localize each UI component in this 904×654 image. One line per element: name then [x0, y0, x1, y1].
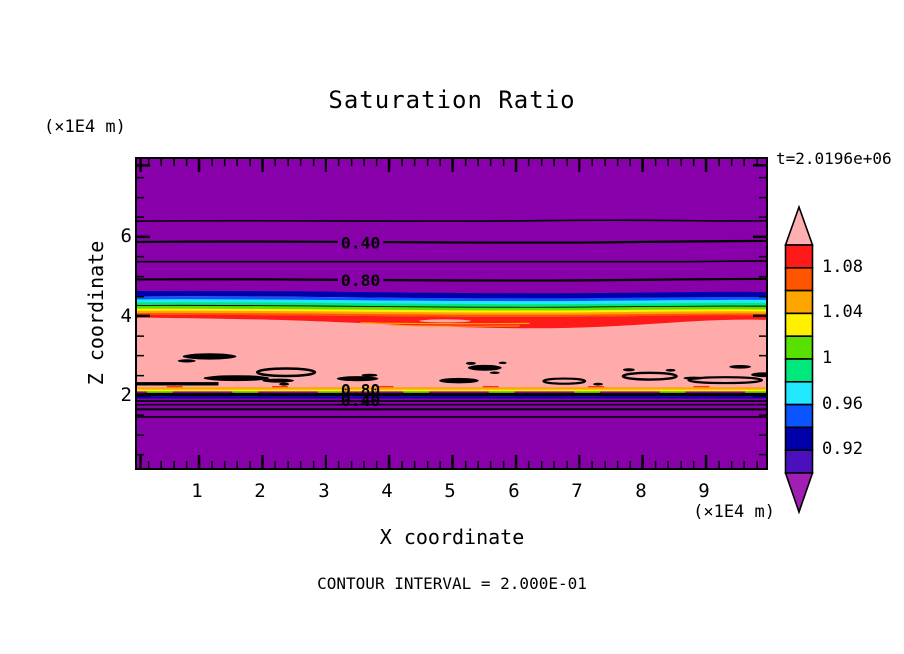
y-axis-units-label: (×1E4 m)	[44, 117, 126, 137]
contour-line-1.0	[137, 304, 766, 309]
colorbar-arrow-top	[784, 205, 814, 246]
lower-transition-band	[137, 386, 766, 399]
upper-purple-region	[137, 159, 766, 294]
colorbar-cell	[784, 312, 814, 338]
lower-contour-lines	[137, 400, 766, 418]
contour-label-mask	[337, 235, 384, 251]
rainbow-band	[137, 290, 766, 329]
x-tick-label-8: 8	[635, 480, 647, 502]
contour-plot-area: 0.40 0.80	[135, 157, 768, 470]
colorbar-cell	[784, 381, 814, 406]
colorbar-cell	[784, 426, 814, 451]
y-tick-label-2: 2	[120, 384, 132, 406]
contour-field: 0.40 0.80	[137, 159, 766, 468]
x-tick-label-6: 6	[508, 480, 520, 502]
colorbar-arrow-bottom	[784, 472, 814, 515]
colorbar-label-1.04: 1.04	[822, 302, 863, 323]
contour-label-0.40-lower: 0.40	[341, 391, 380, 410]
page-title: Saturation Ratio	[328, 86, 576, 114]
colorbar-cell	[784, 449, 814, 474]
contour-label-0.80-upper: 0.80	[341, 271, 380, 290]
contour-label-mask	[337, 272, 384, 288]
colorbar-label-0.92: 0.92	[822, 439, 863, 460]
contour-interval-caption: CONTOUR INTERVAL = 2.000E-01	[317, 574, 587, 593]
colorbar-cell	[784, 289, 814, 315]
colorbar-cell	[784, 358, 814, 383]
colorbar-cell	[784, 244, 814, 269]
closed-contour-blobs	[137, 353, 766, 386]
x-tick-label-2: 2	[254, 480, 266, 502]
y-tick-label-4: 4	[120, 305, 132, 327]
colorbar-label-1.08: 1.08	[822, 257, 863, 277]
x-tick-label-9: 9	[698, 480, 710, 502]
pink-streak	[419, 319, 471, 323]
colorbar	[784, 205, 814, 515]
x-tick-label-5: 5	[444, 480, 456, 502]
x-tick-label-7: 7	[571, 480, 583, 502]
x-tick-label-3: 3	[318, 480, 330, 502]
x-axis-title: X coordinate	[379, 525, 525, 549]
x-axis-units-label: (×1E4 m)	[693, 502, 775, 522]
x-tick-label-1: 1	[191, 480, 203, 502]
contour-label-0.80-lower: 0.80	[341, 380, 380, 399]
colorbar-cell	[784, 335, 814, 360]
colorbar-label-1: 1	[822, 348, 833, 368]
colorbar-label-0.96: 0.96	[822, 393, 863, 414]
colorbar-cell	[784, 403, 814, 429]
colorbar-cell	[784, 266, 814, 292]
contour-label-0.40-upper: 0.40	[341, 233, 380, 252]
y-tick-label-6: 6	[120, 225, 132, 247]
x-tick-label-4: 4	[381, 480, 393, 502]
time-annotation: t=2.0196e+06	[776, 149, 892, 168]
